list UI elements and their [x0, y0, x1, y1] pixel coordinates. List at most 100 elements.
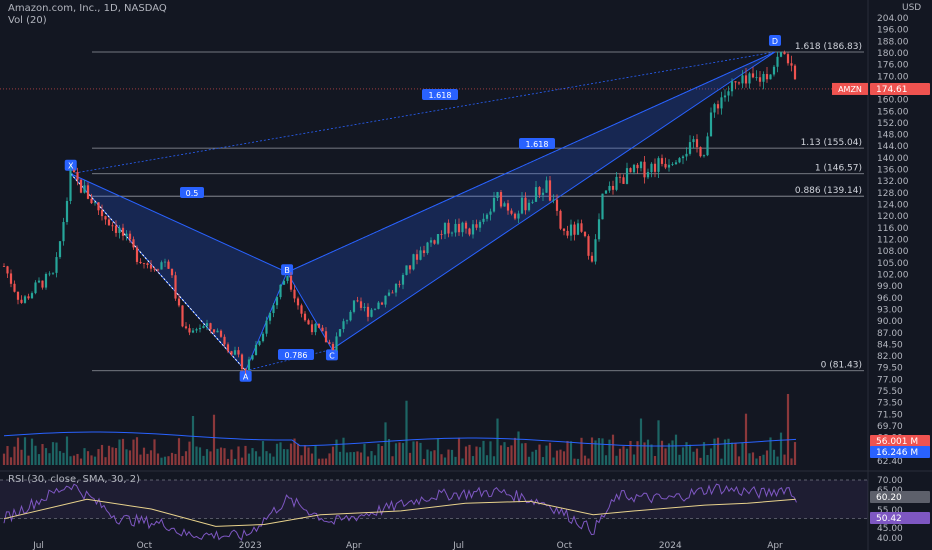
candle-body: [569, 224, 573, 236]
candle-body: [132, 239, 135, 248]
last-price-badge-ticker-bg: [832, 82, 868, 95]
volume-bar: [562, 451, 566, 465]
candle-body: [587, 236, 590, 256]
ratio-label-xab-bg: [180, 187, 204, 198]
candle-body: [293, 289, 296, 299]
volume-bar: [324, 458, 328, 465]
time-tick-label: Oct: [557, 541, 573, 550]
candle-body: [566, 230, 569, 236]
candle-body: [44, 273, 48, 288]
ratio-label-bcd-bg: [519, 138, 555, 149]
volume-bar: [107, 445, 111, 465]
volume-bar: [734, 442, 737, 465]
volume-bar: [139, 454, 142, 465]
ratio-label-xab: 0.5: [180, 187, 204, 198]
volume-bar: [783, 454, 786, 465]
volume-bar: [58, 451, 62, 465]
volume-bar: [475, 446, 478, 465]
candle-body: [331, 343, 335, 351]
candle-body: [191, 330, 195, 333]
candle-body: [632, 164, 636, 173]
last-price-badge-ticker: AMZN: [838, 85, 862, 94]
time-tick-label: 2024: [659, 541, 682, 550]
candle-body: [730, 81, 734, 92]
candle-body: [254, 344, 258, 356]
rsi-ma-badge: 50.42: [870, 512, 930, 524]
volume-bar: [678, 454, 681, 465]
volume-bar: [657, 420, 660, 465]
candle-body: [16, 291, 20, 300]
candle-body: [184, 326, 188, 329]
price-tick-label: 144.00: [877, 142, 909, 152]
volume-bar: [321, 458, 324, 465]
price-tick-label: 62.40: [877, 457, 903, 467]
volume-bar: [555, 450, 559, 465]
volume-bar: [209, 451, 212, 465]
volume-bar: [289, 443, 293, 465]
candle-body: [163, 261, 167, 263]
candle-body: [727, 91, 730, 96]
volume-bar: [55, 442, 58, 465]
candle-body: [58, 241, 62, 258]
volume-bar: [251, 448, 254, 465]
volume-ma-badge-text: 16.246 M: [876, 448, 918, 458]
candle-body: [177, 298, 181, 306]
rsi-tick-label: 45.00: [877, 524, 903, 534]
volume-bar: [153, 439, 156, 465]
volume-bar: [272, 456, 275, 465]
volume-ma-badge: 16.246 M: [870, 446, 930, 458]
volume-bar: [394, 443, 398, 465]
candle-body: [573, 224, 576, 235]
volume-bar: [471, 456, 475, 465]
candle-body: [629, 168, 632, 173]
ratio-label-xab-text: 0.5: [186, 189, 199, 198]
volume-bar: [83, 448, 86, 465]
candle-body: [461, 222, 464, 233]
pattern-label-d-bg: [768, 35, 781, 46]
candle-body: [618, 176, 622, 178]
candle-body: [41, 280, 44, 288]
candle-body: [520, 197, 524, 214]
candle-body: [653, 163, 657, 172]
volume-bar: [181, 456, 184, 465]
candle-body: [23, 296, 27, 303]
volume-bar: [104, 457, 107, 465]
pattern-label-a-text: A: [243, 373, 249, 382]
volume-bar: [356, 451, 359, 465]
candle-body: [359, 301, 363, 308]
candle-body: [314, 323, 317, 333]
volume-bar: [461, 458, 464, 465]
ratio-label-bcd: 1.618: [519, 138, 555, 149]
volume-bar: [786, 393, 790, 465]
volume-bar: [527, 456, 531, 465]
candle-body: [580, 223, 583, 232]
candle-body: [349, 311, 352, 321]
volume-bar: [611, 434, 615, 465]
ratio-label-abc-text: 0.786: [285, 351, 308, 360]
volume-bar: [629, 440, 632, 465]
volume-bar: [114, 448, 118, 465]
volume-badge-text: 56.001 M: [876, 437, 918, 447]
volume-bar: [443, 457, 447, 465]
candle-body: [160, 262, 163, 270]
volume-bar: [510, 445, 513, 465]
volume-bar: [219, 447, 223, 465]
candle-body: [377, 302, 380, 309]
rsi-band: [0, 480, 868, 519]
candle-body: [48, 273, 51, 275]
volume-bar: [279, 442, 282, 465]
ratio-label-xad: 1.618: [422, 89, 458, 100]
volume-bar: [370, 451, 373, 465]
candle-body: [90, 198, 93, 204]
candle-body: [149, 264, 153, 269]
volume-bar: [538, 444, 541, 465]
candle-body: [415, 254, 419, 260]
price-tick-label: 176.00: [877, 61, 909, 71]
price-tick-label: 188.00: [877, 37, 909, 47]
candle-body: [720, 97, 723, 109]
volume-bar: [380, 446, 384, 465]
volume-bar: [450, 449, 454, 465]
volume-bar: [261, 441, 265, 465]
volume-bar: [583, 455, 587, 465]
